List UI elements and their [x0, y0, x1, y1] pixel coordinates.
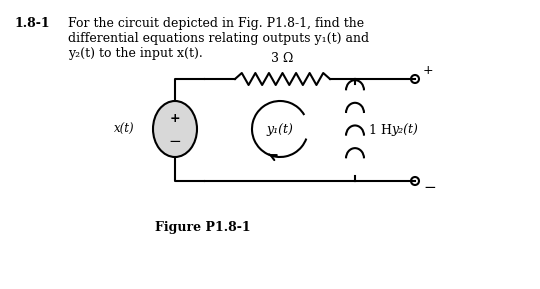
Text: −: −: [168, 134, 181, 149]
Text: −: −: [423, 179, 436, 194]
Text: Figure P1.8-1: Figure P1.8-1: [155, 221, 251, 234]
Text: +: +: [423, 64, 434, 77]
Text: 1.8-1: 1.8-1: [14, 17, 50, 30]
Text: x(t): x(t): [114, 123, 135, 136]
Text: 1 H: 1 H: [369, 123, 392, 136]
Text: 3 Ω: 3 Ω: [271, 52, 294, 65]
Ellipse shape: [153, 101, 197, 157]
Text: For the circuit depicted in Fig. P1.8-1, find the
differential equations relatin: For the circuit depicted in Fig. P1.8-1,…: [68, 17, 369, 60]
Text: y₁(t): y₁(t): [267, 123, 293, 136]
Text: +: +: [170, 112, 180, 125]
Text: y₂(t): y₂(t): [391, 123, 418, 136]
